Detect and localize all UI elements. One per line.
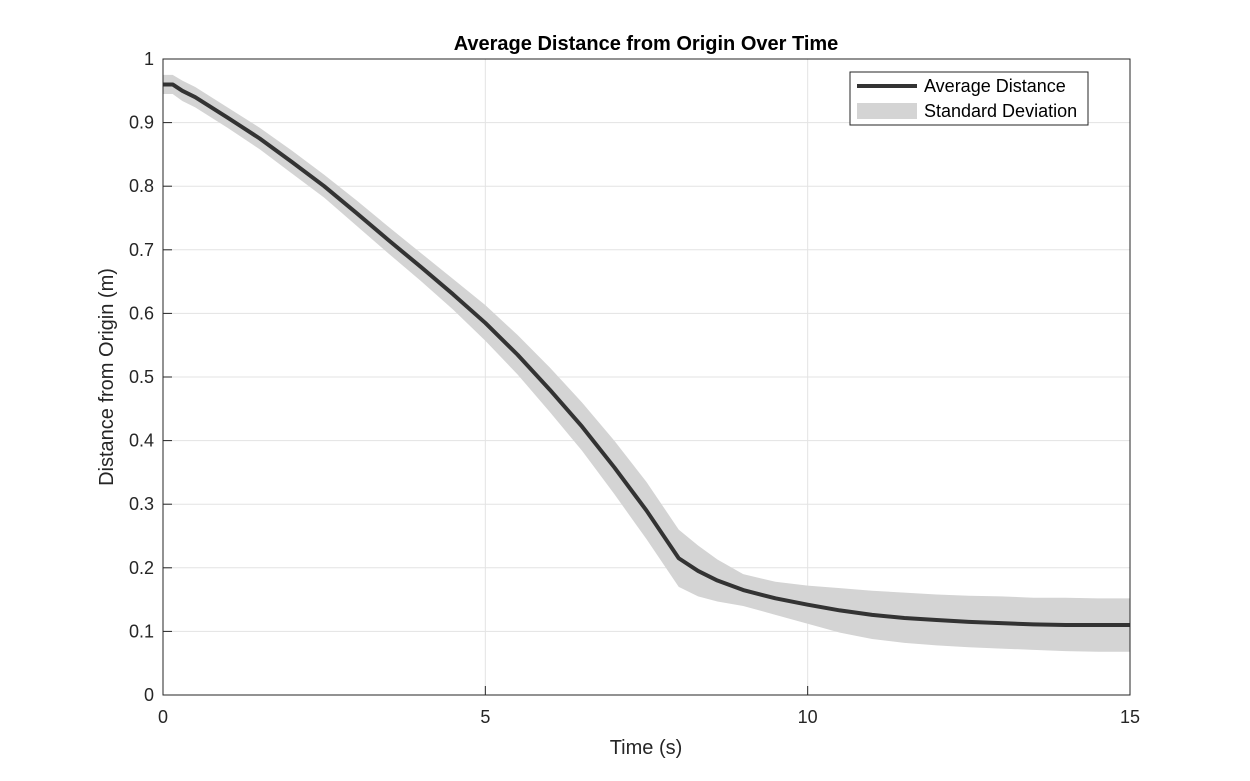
y-tick-label: 0.9 [129,113,154,133]
legend: Average Distance Standard Deviation [849,71,1089,126]
y-tick-label: 0.4 [129,431,154,451]
y-tick-label: 0.1 [129,621,154,641]
std-band-layer [163,74,1130,652]
axis-ticks: 0 5 10 15 0 0.1 0.2 0.3 0.4 0.5 0.6 0.7 0.8 0.9 1 [129,49,1140,727]
y-tick-label: 0.2 [129,558,154,578]
y-tick-label: 0 [144,685,154,705]
chart-title: Average Distance from Origin Over Time [454,33,839,55]
average-distance-line [163,82,1130,628]
std-deviation-band [163,74,1130,652]
y-tick-label: 0.3 [129,494,154,514]
average-line-layer [163,82,1130,628]
y-tick-label: 0.5 [129,367,154,387]
x-tick-label: 15 [1120,707,1140,727]
y-tick-label: 0.7 [129,240,154,260]
x-tick-label: 0 [158,707,168,727]
y-tick-label: 0.8 [129,176,154,196]
legend-label-average-distance: Average Distance [924,76,1066,96]
y-tick-label: 1 [144,49,154,69]
y-tick-label: 0.6 [129,303,154,323]
x-tick-label: 10 [798,707,818,727]
x-axis-title: Time (s) [610,737,683,759]
y-axis-title: Distance from Origin (m) [96,268,118,486]
legend-swatch-standard-deviation [857,103,917,119]
x-tick-label: 5 [480,707,490,727]
legend-label-standard-deviation: Standard Deviation [924,101,1077,121]
